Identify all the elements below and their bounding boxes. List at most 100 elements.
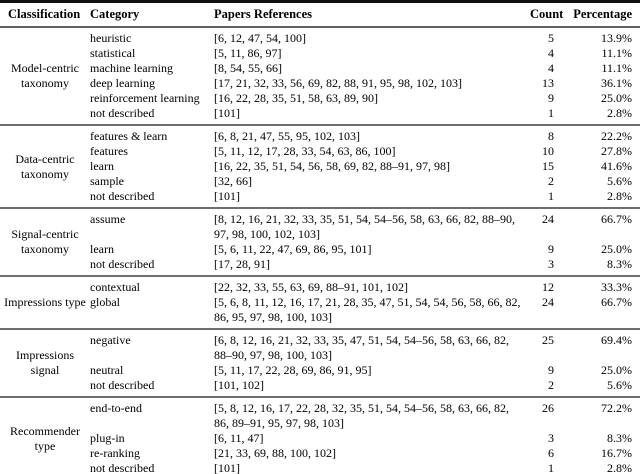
count-cell: 8 — [548, 129, 554, 143]
references-cell: [101, 102] — [214, 378, 264, 392]
percentage-cell: 33.3% — [601, 280, 632, 294]
table-row: Impressions type contextual [22, 32, 33, 5… — [0, 276, 640, 309]
references-cell: [32, 66] — [214, 174, 252, 188]
category-cell: learn — [90, 159, 114, 173]
classification-cell: Impressions type — [4, 295, 86, 309]
category-cell: end-to-end — [90, 401, 142, 415]
percentage-cell: 69.4% — [601, 333, 632, 347]
table-row: plug-in [6, 11, 47] 3 8.3% — [0, 431, 640, 446]
percentage-cell: 2.8% — [607, 461, 632, 474]
category-cell: contextual — [90, 280, 140, 294]
category-cell: features & learn — [90, 129, 168, 143]
table-row: not described [101, 102] 2 5.6% — [0, 378, 640, 397]
category-cell: global — [90, 295, 120, 309]
percentage-cell: 72.2% — [601, 401, 632, 415]
table-row: Impressions signal negative [6, 8, 12, 16,… — [0, 329, 640, 377]
references-cell: [5, 11, 12, 17, 28, 33, 54, 63, 86, 100] — [214, 144, 396, 158]
percentage-cell: 25.0% — [601, 363, 632, 377]
count-cell: 24 — [542, 212, 554, 226]
table-section: Impressions signal negative [6, 8, 12, 16,… — [0, 329, 640, 397]
header-row: Classification Category Papers Reference… — [0, 2, 640, 28]
category-cell: not described — [90, 106, 155, 120]
classification-cell: Recommender type — [10, 423, 80, 453]
table-section: Impressions type contextual [22, 32, 33, 5… — [0, 276, 640, 329]
classification-cell: Signal-centric taxonomy — [11, 227, 79, 256]
category-cell: not described — [90, 257, 155, 271]
category-cell: re-ranking — [90, 446, 140, 460]
table-row: not described [101] 1 2.8% — [0, 106, 640, 125]
category-cell: machine learning — [90, 61, 173, 75]
header-count: Count — [530, 7, 564, 21]
category-cell: sample — [90, 174, 124, 188]
percentage-cell: 11.1% — [601, 46, 632, 60]
references-cell: [21, 33, 69, 88, 100, 102] — [214, 446, 336, 460]
table-section: Recommender type end-to-end [5, 8, 12, 16,… — [0, 397, 640, 474]
references-cell: [6, 11, 47] — [214, 431, 264, 445]
header-classification: Classification — [8, 7, 81, 21]
category-cell: not described — [90, 189, 155, 203]
table-row: deep learning [17, 21, 32, 33, 56, 69, 82… — [0, 76, 640, 91]
category-cell: neutral — [90, 363, 124, 377]
references-cell: [5, 11, 17, 22, 28, 69, 86, 91, 95] — [214, 363, 372, 377]
references-cell: [17, 21, 32, 33, 56, 69, 82, 88, 91, 95,… — [214, 76, 462, 90]
references-cell: [101] — [214, 189, 240, 203]
table-row: learn [16, 22, 35, 51, 54, 56, 58, 69, 82… — [0, 159, 640, 174]
table-section: Signal-centric taxonomy assume [8, 12, 16,… — [0, 208, 640, 276]
references-cell: [22, 32, 33, 55, 63, 69, 88–91, 101, 102… — [214, 280, 408, 294]
references-cell: [5, 6, 11, 22, 47, 69, 86, 95, 101] — [214, 242, 372, 256]
references-cell: [8, 12, 16, 21, 32, 33, 35, 51, 54, 54–5… — [214, 212, 515, 241]
table-row: sample [32, 66] 2 5.6% — [0, 174, 640, 189]
header-percentage: Percentage — [573, 7, 632, 21]
percentage-cell: 8.3% — [607, 257, 632, 271]
category-cell: heuristic — [90, 31, 132, 45]
references-cell: [5, 6, 8, 11, 12, 16, 17, 21, 28, 35, 47… — [214, 295, 521, 324]
table-row: not described [101] 1 2.8% — [0, 189, 640, 208]
table-row: statistical [5, 11, 86, 97] 4 11.1% — [0, 46, 640, 61]
category-cell: statistical — [90, 46, 136, 60]
percentage-cell: 2.8% — [607, 106, 632, 120]
percentage-cell: 5.6% — [607, 174, 632, 188]
count-cell: 26 — [542, 401, 554, 415]
count-cell: 1 — [548, 189, 554, 203]
count-cell: 2 — [548, 174, 554, 188]
count-cell: 9 — [548, 91, 554, 105]
count-cell: 9 — [548, 363, 554, 377]
percentage-cell: 25.0% — [601, 91, 632, 105]
category-cell: negative — [90, 333, 131, 347]
percentage-cell: 22.2% — [601, 129, 632, 143]
count-cell: 25 — [542, 333, 554, 347]
classification-cell: Data-centric taxonomy — [15, 151, 75, 181]
references-cell: [101] — [214, 461, 240, 474]
references-cell: [6, 8, 12, 16, 21, 32, 33, 35, 47, 51, 5… — [214, 333, 509, 362]
table-row: Recommender type end-to-end [5, 8, 12, 16,… — [0, 397, 640, 453]
count-cell: 1 — [548, 106, 554, 120]
count-cell: 1 — [548, 461, 554, 474]
table-row: not described [17, 28, 91] 3 8.3% — [0, 257, 640, 276]
count-cell: 15 — [542, 159, 554, 173]
count-cell: 6 — [548, 446, 554, 460]
category-cell: assume — [90, 212, 126, 226]
table-row: features [5, 11, 12, 17, 28, 33, 54, 63, … — [0, 144, 640, 159]
references-cell: [16, 22, 28, 35, 51, 58, 63, 89, 90] — [214, 91, 378, 105]
category-cell: reinforcement learning — [90, 91, 200, 105]
percentage-cell: 25.0% — [601, 242, 632, 256]
category-cell: not described — [90, 378, 155, 392]
percentage-cell: 66.7% — [601, 212, 632, 226]
table-row: Model-centric taxonomy heuristic [6, 12, 4… — [0, 27, 640, 90]
percentage-cell: 66.7% — [601, 295, 632, 309]
table-row: re-ranking [21, 33, 69, 88, 100, 102] 6 16.… — [0, 446, 640, 461]
count-cell: 4 — [548, 61, 554, 75]
table-row: not described [101] 1 2.8% — [0, 461, 640, 474]
category-cell: learn — [90, 242, 114, 256]
count-cell: 3 — [548, 257, 554, 271]
count-cell: 10 — [542, 144, 554, 158]
percentage-cell: 41.6% — [601, 159, 632, 173]
percentage-cell: 11.1% — [601, 61, 632, 75]
references-cell: [5, 8, 12, 16, 17, 22, 28, 32, 35, 51, 5… — [214, 401, 509, 430]
category-cell: features — [90, 144, 128, 158]
table-row: neutral [5, 11, 17, 22, 28, 69, 86, 91, 9… — [0, 363, 640, 378]
table-section: Model-centric taxonomy heuristic [6, 12, 4… — [0, 27, 640, 125]
count-cell: 3 — [548, 431, 554, 445]
